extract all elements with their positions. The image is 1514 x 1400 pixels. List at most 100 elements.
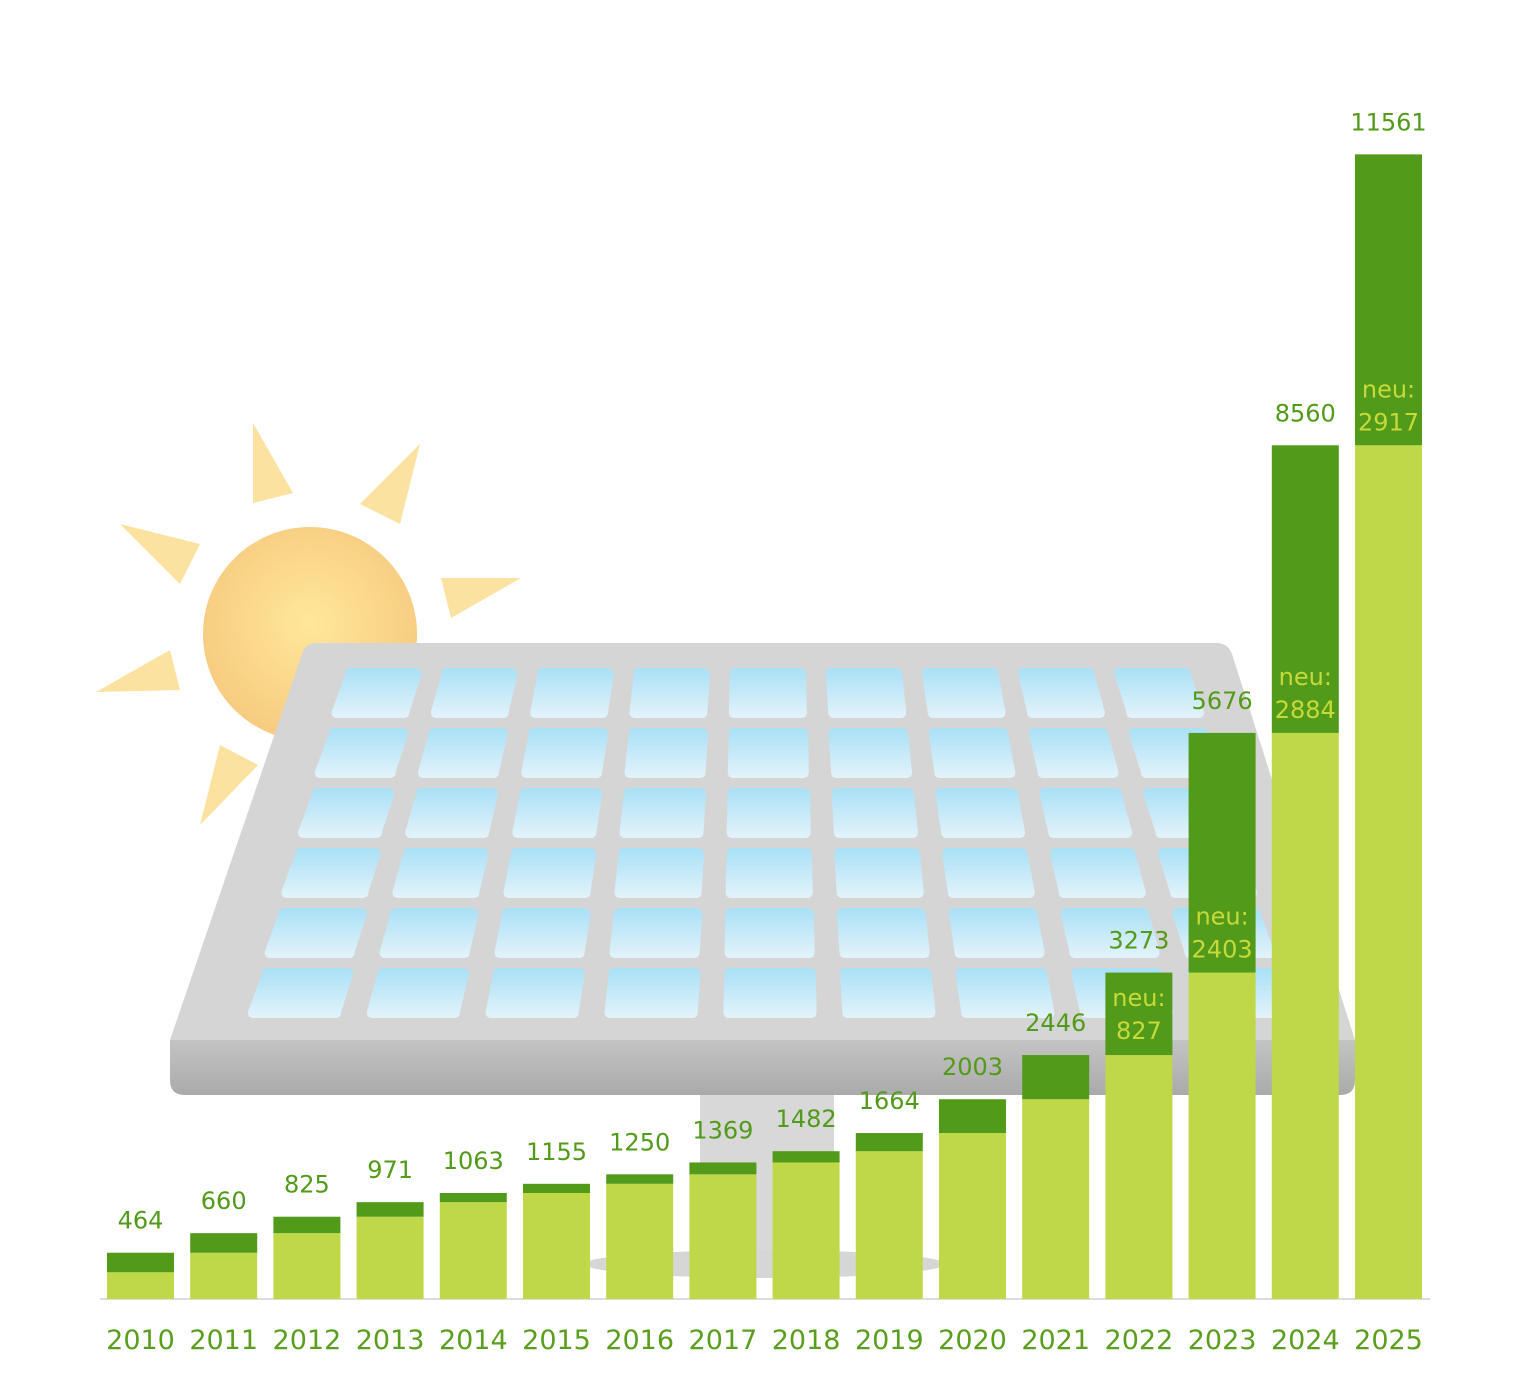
new-label-value-2025: 2917 (1358, 408, 1419, 436)
total-label-2017: 1369 (692, 1116, 753, 1144)
x-tick-label-2017: 2017 (689, 1325, 758, 1356)
bar-added-2018 (772, 1151, 840, 1163)
solar-cell (1028, 728, 1119, 778)
total-label-2010: 464 (118, 1207, 164, 1235)
solar-cell (298, 788, 395, 838)
solar-cell (726, 788, 811, 838)
solar-cell (609, 908, 703, 958)
bar-added-2017 (689, 1162, 757, 1175)
bar-added-2015 (523, 1183, 590, 1193)
solar-cell (1039, 788, 1133, 838)
x-tick-label-2021: 2021 (1021, 1325, 1090, 1356)
solar-cell (1060, 908, 1160, 958)
total-label-2019: 1664 (859, 1087, 920, 1115)
total-label-2015: 1155 (526, 1138, 587, 1166)
x-tick-label-2022: 2022 (1105, 1325, 1174, 1356)
new-label-prefix-2025: neu: (1362, 375, 1415, 403)
total-label-2012: 825 (284, 1171, 330, 1199)
total-label-2016: 1250 (609, 1128, 670, 1156)
solar-cell (430, 668, 518, 718)
solar-cell (417, 728, 509, 778)
solar-cell (314, 728, 409, 778)
solar-cell (485, 968, 585, 1018)
solar-cell (405, 788, 499, 838)
solar-cell (614, 848, 705, 898)
x-tick-label-2019: 2019 (855, 1325, 924, 1356)
total-label-2013: 971 (367, 1156, 413, 1184)
solar-cell (1114, 668, 1205, 718)
total-label-2022: 3273 (1108, 927, 1169, 955)
bar-added-2010 (107, 1252, 174, 1273)
total-label-2014: 1063 (443, 1147, 504, 1175)
bar-base-2010 (107, 1272, 174, 1299)
bar-added-2021 (1022, 1055, 1090, 1100)
bar-added-2011 (190, 1233, 258, 1253)
solar-cell (922, 668, 1006, 718)
total-label-2018: 1482 (776, 1105, 837, 1133)
solar-cell (624, 728, 709, 778)
total-label-2025: 11561 (1350, 108, 1426, 136)
bar-base-2024 (1271, 732, 1339, 1299)
solar-cell (942, 848, 1035, 898)
solar-cell (379, 908, 479, 958)
solar-cell (828, 728, 913, 778)
solar-cell (503, 848, 597, 898)
bar-added-2025 (1355, 154, 1422, 446)
x-tick-label-2023: 2023 (1188, 1325, 1257, 1356)
x-tick-label-2011: 2011 (189, 1325, 258, 1356)
x-tick-label-2024: 2024 (1271, 1325, 1340, 1356)
new-label-value-2023: 2403 (1192, 936, 1253, 964)
bar-added-2019 (855, 1133, 923, 1152)
bar-base-2016 (606, 1183, 674, 1299)
total-label-2021: 2446 (1025, 1009, 1086, 1037)
total-label-2020: 2003 (942, 1053, 1003, 1081)
bar-added-2023 (1188, 732, 1256, 973)
new-label-value-2022: 827 (1116, 1017, 1162, 1045)
solar-panel-icon (170, 643, 1355, 1278)
x-tick-label-2010: 2010 (106, 1325, 175, 1356)
solar-cell (727, 728, 809, 778)
x-tick-label-2015: 2015 (522, 1325, 591, 1356)
solar-cell (834, 848, 924, 898)
solar-cell (935, 788, 1026, 838)
new-label-prefix-2023: neu: (1195, 903, 1248, 931)
x-tick-label-2018: 2018 (772, 1325, 841, 1356)
solar-cell (530, 668, 614, 718)
bar-base-2018 (772, 1162, 840, 1299)
bar-base-2011 (190, 1252, 258, 1299)
total-label-2011: 660 (201, 1187, 247, 1215)
solar-cell (831, 788, 918, 838)
solar-cell (619, 788, 707, 838)
new-label-value-2024: 2884 (1275, 696, 1336, 724)
bar-base-2017 (689, 1174, 757, 1299)
bar-added-2013 (356, 1202, 424, 1217)
solar-cell (494, 908, 591, 958)
solar-cell (629, 668, 711, 718)
solar-cell (955, 968, 1055, 1018)
solar-cell (948, 908, 1045, 958)
bar-base-2014 (439, 1202, 507, 1299)
solar-cell (825, 668, 907, 718)
bar-base-2012 (273, 1233, 341, 1299)
solar-cell (331, 668, 422, 718)
x-tick-label-2014: 2014 (439, 1325, 508, 1356)
bar-base-2015 (523, 1192, 590, 1299)
new-label-prefix-2022: neu: (1112, 984, 1165, 1012)
solar-cell (521, 728, 609, 778)
bar-added-2022 (1105, 972, 1173, 1056)
total-label-2024: 8560 (1275, 399, 1336, 427)
bar-base-2023 (1188, 972, 1256, 1299)
x-tick-label-2013: 2013 (356, 1325, 425, 1356)
bar-added-2024 (1271, 445, 1339, 733)
bar-added-2014 (439, 1192, 507, 1203)
new-label-prefix-2024: neu: (1279, 663, 1332, 691)
solar-cell (1018, 668, 1105, 718)
solar-cell (247, 968, 354, 1018)
bar-added-2012 (273, 1216, 341, 1234)
solar-cell (264, 908, 368, 958)
solar-cell (604, 968, 701, 1018)
bar-added-2016 (606, 1174, 674, 1184)
bar-base-2025 (1355, 445, 1422, 1299)
solar-cell (392, 848, 489, 898)
bar-added-2020 (939, 1099, 1006, 1134)
